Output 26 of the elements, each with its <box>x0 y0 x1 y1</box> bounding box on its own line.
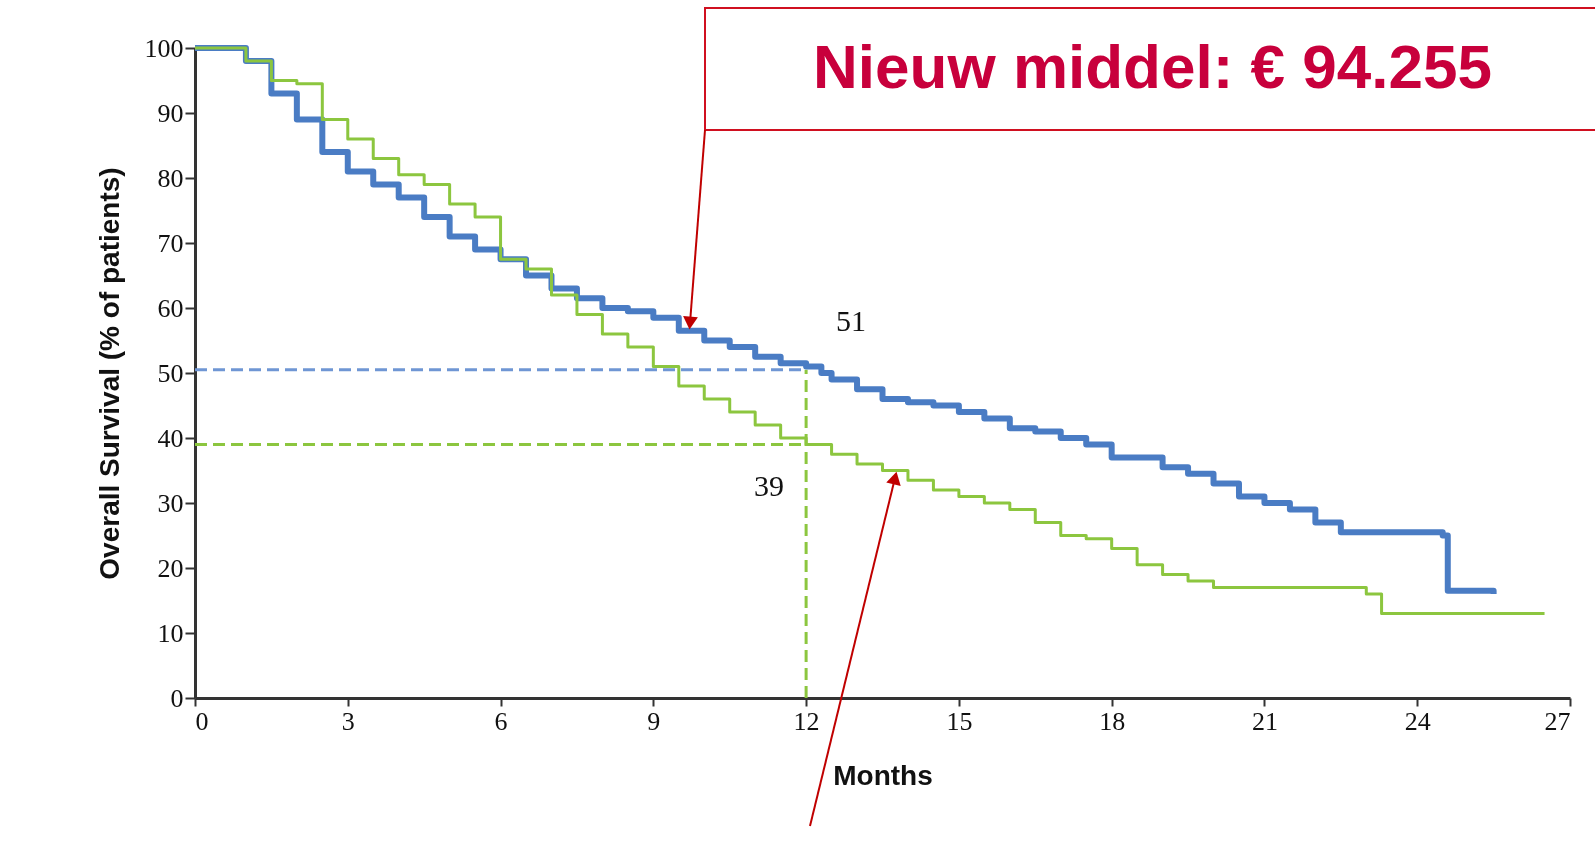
y-tick-label: 10 <box>157 618 184 648</box>
y-tick-label: 30 <box>157 488 184 518</box>
x-tick-label: 15 <box>946 706 973 736</box>
y-axis-title: Overall Survival (% of patients) <box>93 167 125 580</box>
x-tick-label: 6 <box>494 706 508 736</box>
x-tick-label: 21 <box>1251 706 1278 736</box>
y-tick-label: 20 <box>157 553 184 583</box>
x-tick-label: 12 <box>793 706 820 736</box>
ref-line-label: 51 <box>836 303 867 337</box>
y-tick-label: 40 <box>157 423 184 453</box>
y-tick-label: 100 <box>144 33 184 63</box>
x-tick-label: 24 <box>1404 706 1431 736</box>
y-tick-label: 90 <box>157 98 184 128</box>
x-tick-label: 9 <box>647 706 661 736</box>
ref-line-label: 39 <box>754 468 785 502</box>
x-tick-label: 18 <box>1099 706 1126 736</box>
y-tick-label: 0 <box>170 683 184 713</box>
y-tick-label: 60 <box>157 293 184 323</box>
annotation: Nieuw middel: € 94.255 <box>813 32 1492 101</box>
x-tick-label: 0 <box>195 706 209 736</box>
y-tick-label: 70 <box>157 228 184 258</box>
y-tick-label: 80 <box>157 163 184 193</box>
x-tick-label: 27 <box>1544 706 1571 736</box>
y-tick-label: 50 <box>157 358 184 388</box>
x-axis-title: Months <box>833 759 933 791</box>
x-tick-label: 3 <box>341 706 355 736</box>
